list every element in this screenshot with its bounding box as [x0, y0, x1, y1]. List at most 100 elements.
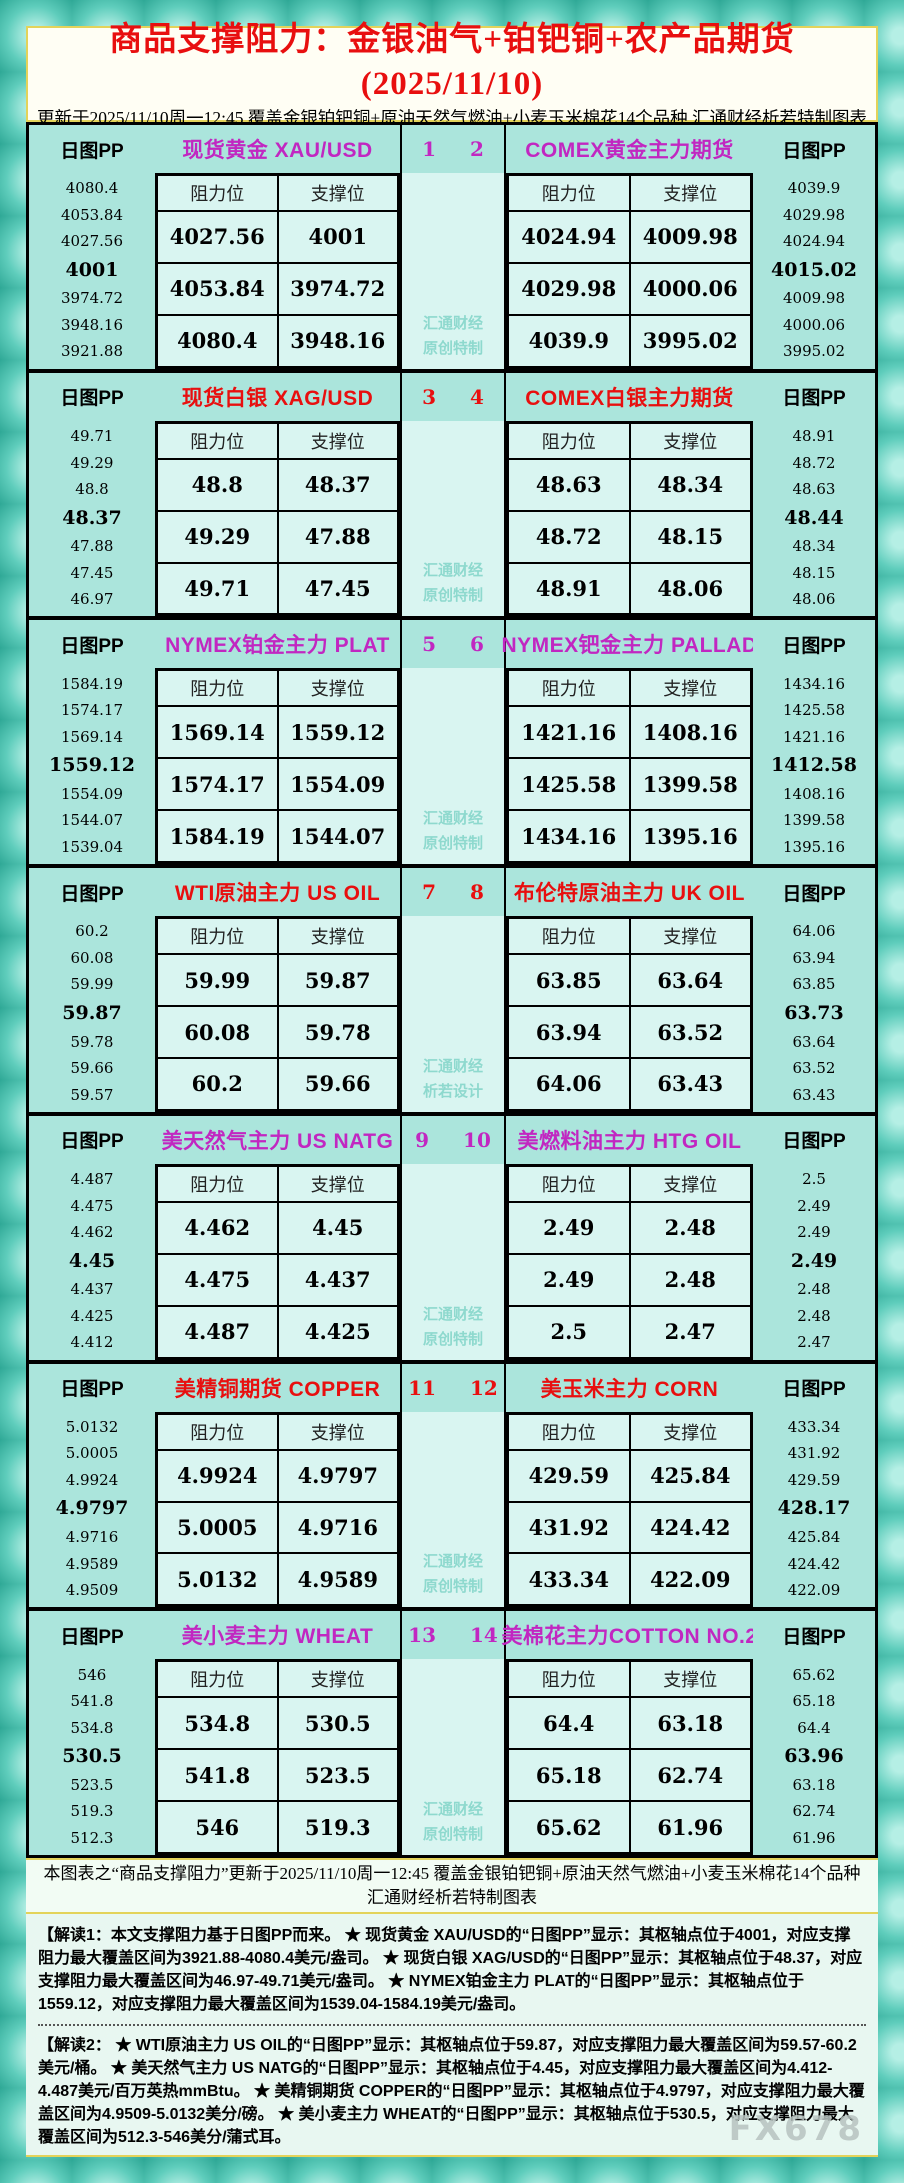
daily-pp-label-right: 日图PP — [782, 1626, 846, 1648]
right-instrument-panel: COMEX白银主力期货 阻力位 支撑位 48.63 48.34 48.72 48… — [506, 373, 753, 617]
support-value-2: 4.9716 — [277, 1501, 398, 1554]
left-instrument-title: 美小麦主力 WHEAT — [181, 1625, 374, 1649]
daily-pp-values-left: 49.71 49.29 48.8 48.37 47.88 47.45 46.97 — [29, 421, 155, 617]
pp-value-s2: 3948.16 — [60, 315, 124, 334]
brand-watermark-line2: 原创特制 — [422, 1826, 483, 1844]
pp-value-r1: 429.59 — [787, 1470, 841, 1489]
pair-number-left: 3 — [422, 384, 436, 409]
pp-value-s1: 2.48 — [797, 1280, 831, 1299]
support-value-3: 59.66 — [277, 1057, 398, 1110]
pair-number-left: 9 — [415, 1127, 430, 1152]
pp-value-r2: 63.94 — [792, 948, 836, 967]
right-instrument-panel: 美玉米主力 CORN 阻力位 支撑位 429.59 425.84 431.92 … — [506, 1364, 753, 1608]
pp-value-r1: 2.49 — [797, 1223, 831, 1242]
resistance-value-3: 4039.9 — [508, 314, 630, 367]
main-table: 日图PP 4080.4 4053.84 4027.56 4001 3974.72… — [26, 122, 878, 1858]
resistance-value-1: 534.8 — [157, 1697, 278, 1750]
daily-pp-column-left: 日图PP 546 541.8 534.8 530.5 523.5 519.3 5… — [29, 1611, 155, 1856]
left-instrument-panel: 现货黄金 XAU/USD 阻力位 支撑位 4027.56 4001 4053.8… — [155, 125, 400, 369]
support-value-1: 63.64 — [629, 954, 751, 1007]
pair-numbers: 7 8 — [402, 868, 504, 917]
daily-pp-column-right: 日图PP 1434.16 1425.58 1421.16 1412.58 140… — [753, 620, 875, 865]
left-levels-table: 阻力位 支撑位 4.9924 4.9797 5.0005 4.9716 5.01… — [155, 1411, 400, 1608]
daily-pp-values-left: 4080.4 4053.84 4027.56 4001 3974.72 3948… — [29, 173, 155, 369]
right-levels-table: 阻力位 支撑位 2.49 2.48 2.49 2.48 2.5 2.47 — [506, 1163, 753, 1360]
daily-pp-values-right: 4039.9 4029.98 4024.94 4015.02 4009.98 4… — [753, 173, 875, 369]
resistance-value-1: 2.49 — [508, 1201, 630, 1254]
commodity-row: 日图PP 4.487 4.475 4.462 4.45 4.437 4.425 … — [29, 1115, 875, 1364]
pp-value-pivot: 63.73 — [784, 1002, 844, 1025]
support-value-3: 422.09 — [629, 1553, 751, 1606]
pp-value-s2: 4.9589 — [65, 1554, 119, 1573]
right-instrument-title: 美玉米主力 CORN — [540, 1377, 719, 1401]
resistance-value-3: 65.62 — [508, 1801, 630, 1854]
pp-value-r3: 2.5 — [802, 1170, 826, 1189]
resistance-value-1: 4024.94 — [508, 211, 630, 263]
support-value-1: 2.48 — [629, 1201, 751, 1254]
pair-number-right: 14 — [470, 1623, 498, 1648]
pp-value-s2: 424.42 — [787, 1554, 841, 1573]
right-instrument-panel: 布伦特原油主力 UK OIL 阻力位 支撑位 63.85 63.64 63.94… — [506, 868, 753, 1112]
center-spacer — [402, 1164, 504, 1302]
center-column: 9 10 汇通财经 原创特制 — [400, 1115, 506, 1360]
brand-watermark-line1: 汇通财经 — [422, 562, 483, 580]
right-levels-table: 阻力位 支撑位 4024.94 4009.98 4029.98 4000.06 … — [506, 173, 753, 369]
pp-value-s1: 4.437 — [70, 1280, 114, 1299]
pair-number-left: 1 — [422, 137, 436, 161]
support-header: 支撑位 — [629, 670, 751, 707]
left-levels-table: 阻力位 支撑位 534.8 530.5 541.8 523.5 546 519.… — [155, 1659, 400, 1856]
brand-watermark-line1: 汇通财经 — [422, 1801, 483, 1819]
center-spacer — [402, 421, 504, 559]
support-header: 支撑位 — [629, 1413, 751, 1450]
pp-value-r3: 48.91 — [792, 426, 836, 445]
center-column: 1 2 汇通财经 原创特制 — [400, 125, 506, 369]
pp-value-r1: 1421.16 — [782, 727, 846, 746]
pp-value-r3: 60.2 — [75, 922, 109, 941]
support-value-2: 1399.58 — [629, 758, 751, 811]
resistance-value-2: 431.92 — [508, 1501, 630, 1554]
right-levels-table: 阻力位 支撑位 429.59 425.84 431.92 424.42 433.… — [506, 1411, 753, 1608]
pp-value-s1: 4.9716 — [65, 1527, 119, 1546]
pp-value-s2: 62.74 — [792, 1802, 836, 1821]
commodity-row: 日图PP 1584.19 1574.17 1569.14 1559.12 155… — [29, 620, 875, 869]
resistance-value-3: 5.0132 — [157, 1553, 278, 1606]
commodity-row: 日图PP 4080.4 4053.84 4027.56 4001 3974.72… — [29, 125, 875, 373]
resistance-value-2: 65.18 — [508, 1749, 630, 1802]
pp-value-r2: 1425.58 — [782, 701, 846, 720]
pp-value-r1: 63.85 — [792, 975, 836, 994]
daily-pp-values-right: 65.62 65.18 64.4 63.96 63.18 62.74 61.96 — [753, 1659, 875, 1855]
brand-watermark-line1: 汇通财经 — [422, 314, 483, 332]
left-levels-table: 阻力位 支撑位 59.99 59.87 60.08 59.78 60.2 59.… — [155, 916, 400, 1112]
center-spacer — [402, 668, 504, 806]
daily-pp-column-left: 日图PP 4080.4 4053.84 4027.56 4001 3974.72… — [29, 125, 155, 369]
daily-pp-label-left: 日图PP — [60, 635, 124, 657]
support-value-2: 1554.09 — [277, 758, 398, 811]
pp-value-s3: 512.3 — [70, 1828, 114, 1847]
right-instrument-title: COMEX白银主力期货 — [525, 386, 734, 410]
pp-value-s3: 2.47 — [797, 1333, 831, 1352]
daily-pp-label-left: 日图PP — [60, 140, 124, 162]
resistance-header: 阻力位 — [508, 670, 630, 707]
pp-value-r1: 4027.56 — [60, 232, 124, 251]
daily-pp-label-right: 日图PP — [782, 1131, 846, 1153]
left-levels-table: 阻力位 支撑位 4027.56 4001 4053.84 3974.72 408… — [155, 173, 400, 369]
pp-value-pivot: 1412.58 — [771, 754, 857, 777]
support-value-1: 59.87 — [277, 954, 398, 1007]
pp-value-r2: 48.72 — [792, 453, 836, 472]
pp-value-pivot: 59.87 — [62, 1002, 122, 1025]
pp-value-s2: 4.425 — [70, 1306, 114, 1325]
pp-value-r3: 1584.19 — [60, 674, 124, 693]
pp-value-r1: 1569.14 — [60, 727, 124, 746]
pp-value-r2: 431.92 — [787, 1444, 841, 1463]
daily-pp-label-right: 日图PP — [782, 388, 846, 410]
resistance-value-1: 4.9924 — [157, 1449, 278, 1502]
pp-value-r3: 65.62 — [792, 1665, 836, 1684]
footnote-1: 【解读1：本文支撑阻力基于日图PP而来。 ★ 现货黄金 XAU/USD的“日图P… — [38, 1927, 863, 2013]
left-instrument-title: NYMEX铂金主力 PLAT — [165, 634, 390, 658]
fx678-watermark: FX678 — [728, 2109, 864, 2149]
support-value-1: 1408.16 — [629, 706, 751, 759]
support-value-2: 523.5 — [277, 1749, 398, 1802]
resistance-header: 阻力位 — [157, 422, 278, 459]
pair-numbers: 13 14 — [402, 1611, 504, 1660]
